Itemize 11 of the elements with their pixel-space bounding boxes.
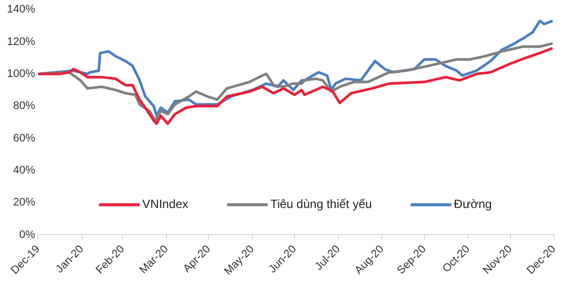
legend-label: VNIndex: [142, 197, 188, 212]
y-tick-label: 20%: [13, 196, 36, 209]
y-tick-label: 100%: [6, 68, 36, 80]
y-tick-label: 60%: [13, 132, 36, 144]
y-tick-label: 140%: [6, 4, 36, 16]
y-tick-label: 0%: [19, 228, 36, 241]
legend-label: Đường: [454, 197, 492, 212]
y-tick-label: 80%: [13, 100, 36, 112]
legend-label: Tiêu dùng thiết yếu: [270, 197, 372, 212]
y-tick-label: 40%: [13, 164, 36, 176]
y-tick-label: 120%: [6, 36, 36, 48]
